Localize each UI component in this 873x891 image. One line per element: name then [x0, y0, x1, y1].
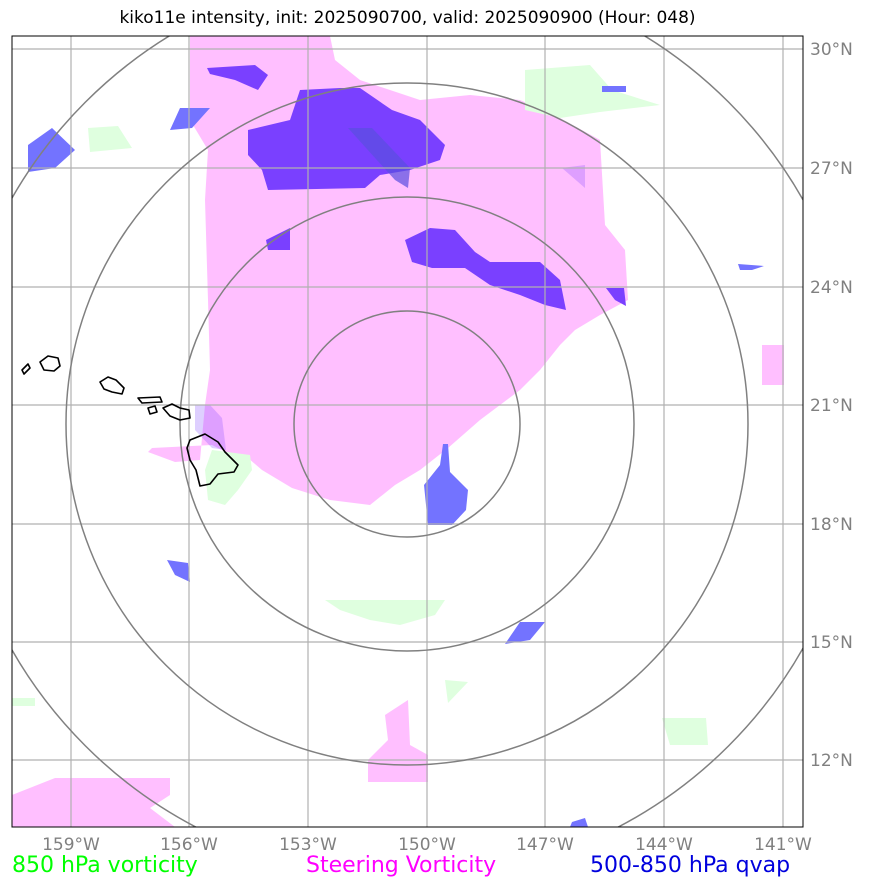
legend-vorticity-850: 850 hPa vorticity	[12, 853, 198, 878]
qvap-overlap-streak	[348, 128, 410, 188]
qvap-small-north	[170, 108, 210, 130]
vorticity-850-sse-blob	[445, 680, 468, 703]
qvap-east-streak	[738, 264, 764, 270]
lat-tick-label: 24°N	[810, 278, 853, 298]
steering-vorticity-east-blob	[762, 345, 784, 385]
qvap-field	[28, 65, 764, 827]
coast-oahu	[99, 376, 125, 395]
vorticity-850-south-blob	[325, 600, 445, 625]
range-rings	[12, 36, 803, 827]
lon-tick-label: 156°W	[160, 835, 218, 855]
lon-tick-label: 147°W	[516, 835, 574, 855]
qvap-hawaii-overlap	[195, 405, 226, 450]
qvap-ne-overlap-triangle	[562, 165, 585, 188]
steering-vorticity-sw-blob	[12, 778, 175, 827]
steering-vorticity-south-blob	[368, 700, 428, 782]
vorticity-850-west-blob	[12, 698, 35, 706]
lon-tick-label: 153°W	[279, 835, 337, 855]
map-title: kiko11e intensity, init: 2025090700, val…	[119, 8, 696, 28]
legend-steering-vorticity: Steering Vorticity	[306, 853, 497, 878]
vorticity-850-se-blob	[662, 718, 708, 745]
coast-kauai	[39, 355, 61, 372]
legend-qvap: 500-850 hPa qvap	[590, 853, 791, 878]
lon-tick-label: 150°W	[398, 835, 456, 855]
lon-tick-label: 159°W	[42, 835, 100, 855]
lat-tick-label: 27°N	[810, 159, 853, 179]
lat-tick-label: 21°N	[810, 396, 853, 416]
qvap-south-small	[505, 622, 545, 644]
range-ring-2	[179, 196, 635, 652]
plot-frame	[11, 35, 804, 828]
lat-tick-label: 12°N	[810, 751, 853, 771]
vorticity-850-hawaii-blob	[205, 450, 252, 505]
qvap-ne-small	[602, 86, 626, 92]
range-ring-3	[65, 82, 749, 766]
coast-lanai	[147, 405, 158, 415]
hawaii-coastlines	[21, 355, 239, 487]
coast-big-island	[186, 433, 239, 487]
vorticity-850-field	[12, 65, 708, 745]
range-ring-1	[293, 310, 521, 538]
qvap-north-blob	[207, 65, 268, 90]
vorticity-850-nw-blob	[88, 126, 132, 152]
lon-tick-labels: 159°W 156°W 153°W 150°W 147°W 144°W 141°…	[42, 835, 812, 855]
qvap-sw-small	[167, 560, 190, 582]
lat-tick-label: 30°N	[810, 40, 853, 60]
coast-niihau	[21, 363, 31, 375]
qvap-middle-blob	[405, 228, 566, 310]
qvap-center-south-blob	[424, 444, 468, 525]
qvap-east-small	[606, 288, 626, 306]
qvap-bottom-small	[570, 818, 588, 827]
lat-tick-label: 15°N	[810, 633, 853, 653]
lon-tick-label: 141°W	[754, 835, 812, 855]
plot-area	[12, 36, 803, 827]
lat-tick-label: 18°N	[810, 515, 853, 535]
lon-tick-label: 144°W	[635, 835, 693, 855]
vorticity-850-ne-blob	[525, 65, 660, 118]
qvap-far-west-blob	[28, 128, 75, 172]
coast-maui	[162, 403, 191, 421]
coast-molokai	[137, 396, 163, 404]
lat-tick-labels: 30°N 27°N 24°N 21°N 18°N 15°N 12°N	[810, 40, 853, 771]
